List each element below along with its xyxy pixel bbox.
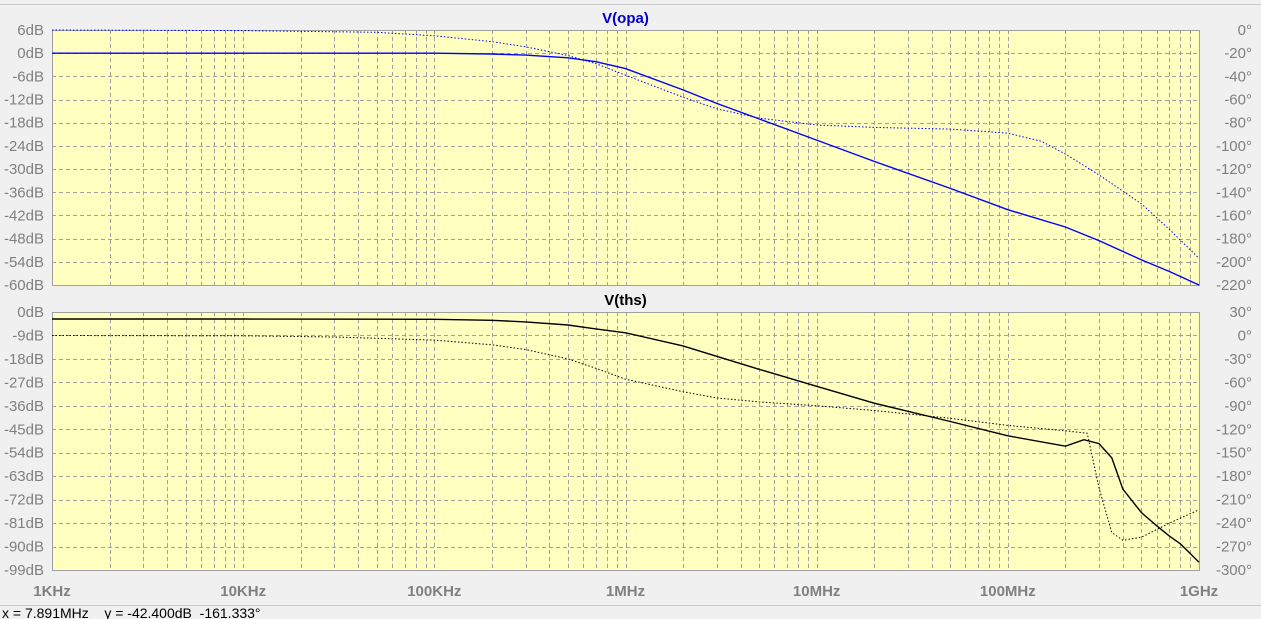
y-tick-label-right: -210° (1216, 492, 1252, 509)
y-tick-label-left: -90dB (4, 539, 44, 556)
y-tick-label-left: 6dB (17, 22, 44, 39)
y-tick-label-left: -18dB (4, 351, 44, 368)
y-tick-label-right: -90° (1224, 398, 1252, 415)
y-tick-label-right: -80° (1224, 115, 1252, 132)
x-tick-label: 100MHz (980, 583, 1036, 600)
y-tick-label-right: -120° (1216, 421, 1252, 438)
y-tick-label-left: -18dB (4, 115, 44, 132)
y-tick-label-right: -60° (1224, 92, 1252, 109)
y-tick-label-right: -160° (1216, 207, 1252, 224)
y-tick-label-right: -20° (1224, 45, 1252, 62)
y-tick-label-left: 0dB (17, 304, 44, 321)
y-tick-label-right: -240° (1216, 515, 1252, 532)
y-tick-label-right: 0° (1238, 327, 1252, 344)
x-tick-label: 10KHz (220, 583, 266, 600)
y-tick-label-left: -54dB (4, 445, 44, 462)
bode-plot-area[interactable]: 6dB 0dB -6dB -12dB -18dB -24dB -30dB -36dB -42dB… (0, 0, 1261, 605)
y-tick-label-right: -60° (1224, 374, 1252, 391)
magnitude-trace (52, 318, 1200, 563)
y-tick-label-right: 30° (1229, 304, 1252, 321)
y-tick-label-left: -27dB (4, 374, 44, 391)
y-tick-label-left: -12dB (4, 92, 44, 109)
y-tick-label-left: -63dB (4, 468, 44, 485)
pane-title: V(opa) (602, 10, 649, 27)
y-tick-label-right: -140° (1216, 184, 1252, 201)
plot-pane-frame (52, 30, 1200, 286)
y-tick-label-right: -30° (1224, 351, 1252, 368)
y-tick-label-right: -270° (1216, 539, 1252, 556)
y-tick-label-left: -54dB (4, 254, 44, 271)
x-tick-label: 100KHz (407, 583, 461, 600)
phase-trace (51, 29, 1200, 259)
y-tick-label-left: -99dB (4, 562, 44, 579)
y-tick-label-right: -40° (1224, 68, 1252, 85)
y-tick-label-right: 0° (1238, 22, 1252, 39)
y-tick-label-right: -220° (1216, 277, 1252, 294)
y-tick-label-left: -9dB (12, 327, 44, 344)
y-tick-label-right: -300° (1216, 562, 1252, 579)
plot-pane-background (52, 312, 1199, 570)
x-tick-label: 1MHz (606, 583, 645, 600)
y-tick-label-right: -180° (1216, 468, 1252, 485)
y-tick-label-right: -150° (1216, 445, 1252, 462)
y-tick-label-right: -120° (1216, 161, 1252, 178)
x-tick-label: 1GHz (1180, 583, 1218, 600)
y-tick-label-left: -36dB (4, 184, 44, 201)
y-tick-label-left: 0dB (17, 45, 44, 62)
y-tick-label-left: -72dB (4, 492, 44, 509)
x-tick-label: 10MHz (793, 583, 841, 600)
y-tick-label-right: -180° (1216, 231, 1252, 248)
y-tick-label-left: -6dB (12, 68, 44, 85)
y-tick-label-left: -60dB (4, 277, 44, 294)
y-tick-label-left: -48dB (4, 231, 44, 248)
y-tick-label-left: -30dB (4, 161, 44, 178)
y-tick-label-left: -45dB (4, 421, 44, 438)
phase-trace (51, 335, 1200, 541)
y-tick-label-left: -81dB (4, 515, 44, 532)
y-tick-label-left: -24dB (4, 138, 44, 155)
pane-title: V(ths) (604, 292, 647, 309)
y-tick-label-right: -100° (1216, 138, 1252, 155)
x-tick-label: 1KHz (33, 583, 71, 600)
y-tick-label-right: -200° (1216, 254, 1252, 271)
y-tick-label-left: -42dB (4, 207, 44, 224)
y-tick-label-left: -36dB (4, 398, 44, 415)
plot-pane-frame (52, 312, 1200, 571)
magnitude-trace (52, 52, 1200, 286)
cursor-readout: x = 7.891MHz y = -42.400dB -161.333° (0, 605, 1261, 619)
